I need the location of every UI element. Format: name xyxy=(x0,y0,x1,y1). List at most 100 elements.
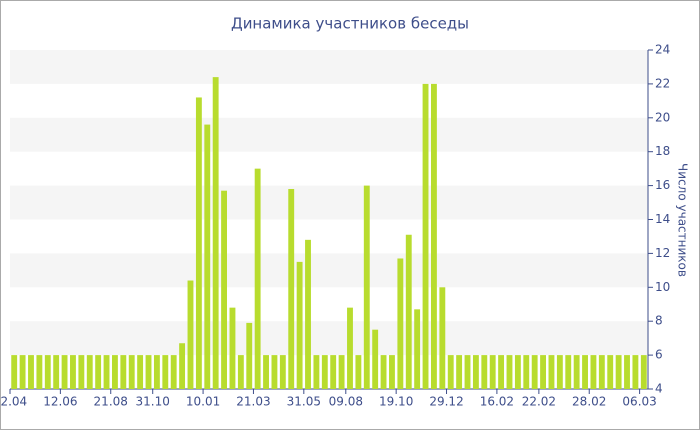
bar xyxy=(86,355,93,389)
bar xyxy=(523,355,530,389)
bar xyxy=(439,287,446,389)
bar xyxy=(120,355,127,389)
x-tick-label: 09.08 xyxy=(329,395,363,409)
bar xyxy=(632,355,639,389)
bar xyxy=(514,355,521,389)
bar xyxy=(153,355,160,389)
y-tick-label: 8 xyxy=(655,314,663,328)
bar xyxy=(187,280,194,389)
chart-title: Динамика участников беседы xyxy=(231,15,469,33)
y-tick-label: 16 xyxy=(655,178,670,192)
x-tick-label: 28.02 xyxy=(572,395,606,409)
bar xyxy=(422,83,429,390)
x-tick-label: 21.08 xyxy=(94,395,128,409)
bar xyxy=(556,355,563,389)
y-tick-label: 24 xyxy=(655,43,670,57)
bar xyxy=(624,355,630,389)
bar xyxy=(321,355,328,389)
bar xyxy=(279,355,286,389)
bar xyxy=(338,355,345,389)
bar xyxy=(61,355,68,389)
x-tick-label: 12.06 xyxy=(43,395,77,409)
bar xyxy=(19,355,26,389)
bar xyxy=(288,188,295,389)
bar xyxy=(347,307,353,389)
x-tick-label: 29.12 xyxy=(429,395,463,409)
bar xyxy=(380,355,387,389)
x-tick-label: 02.04 xyxy=(0,395,27,409)
x-tick-label: 31.10 xyxy=(136,395,170,409)
bar xyxy=(430,83,437,390)
x-tick-label: 16.02 xyxy=(480,395,514,409)
bar xyxy=(313,355,320,389)
bar xyxy=(145,355,152,389)
bar xyxy=(389,355,395,389)
bar xyxy=(615,355,622,389)
bar xyxy=(44,355,51,389)
bar xyxy=(170,355,177,389)
bar xyxy=(70,355,76,389)
bar xyxy=(111,355,118,389)
bar xyxy=(305,239,311,389)
bar xyxy=(472,355,479,389)
bar xyxy=(95,355,102,389)
bar xyxy=(204,124,211,389)
y-axis-label: Число участников xyxy=(676,163,690,277)
bar xyxy=(28,355,34,389)
y-tick-label: 22 xyxy=(655,76,670,90)
bar xyxy=(254,168,261,389)
bar xyxy=(179,343,186,389)
bar xyxy=(481,355,488,389)
bar xyxy=(363,185,370,389)
bar xyxy=(464,355,471,389)
bar xyxy=(456,355,463,389)
bar xyxy=(53,355,60,389)
bar xyxy=(640,355,647,389)
bar xyxy=(246,322,253,389)
y-tick-label: 20 xyxy=(655,110,670,124)
bar xyxy=(137,355,144,389)
bar xyxy=(498,355,505,389)
bar xyxy=(447,355,454,389)
x-tick-label: 21.03 xyxy=(236,395,270,409)
bar xyxy=(11,355,18,389)
bar xyxy=(229,307,236,389)
x-tick-label: 19.10 xyxy=(379,395,413,409)
bar xyxy=(506,355,513,389)
bar xyxy=(103,355,110,389)
bar xyxy=(330,355,337,389)
grid-band xyxy=(10,253,648,288)
bar xyxy=(414,309,421,389)
grid-band xyxy=(10,50,648,84)
y-tick-label: 12 xyxy=(655,246,670,260)
bar xyxy=(212,77,219,390)
x-tick-label: 06.03 xyxy=(622,395,656,409)
bar xyxy=(531,355,538,389)
bar xyxy=(36,355,43,389)
bar xyxy=(296,261,303,389)
bar xyxy=(582,355,588,389)
y-tick-label: 18 xyxy=(655,144,670,158)
grid-band xyxy=(10,321,648,356)
bar xyxy=(540,355,547,389)
bar xyxy=(405,234,412,389)
bar xyxy=(128,355,135,389)
bar xyxy=(221,190,228,389)
bar xyxy=(573,355,580,389)
bar xyxy=(598,355,605,389)
bar xyxy=(607,355,614,389)
y-tick-label: 4 xyxy=(655,382,663,396)
bar xyxy=(489,355,496,389)
y-tick-label: 6 xyxy=(655,348,663,362)
grid-band xyxy=(10,117,648,152)
bar xyxy=(237,355,244,389)
bar xyxy=(590,355,597,389)
bar xyxy=(263,355,269,389)
bar xyxy=(372,329,379,389)
bar xyxy=(565,355,572,389)
y-tick-label: 14 xyxy=(655,212,670,226)
bar xyxy=(195,97,202,390)
x-tick-label: 10.01 xyxy=(186,395,220,409)
x-tick-label: 22.02 xyxy=(522,395,556,409)
